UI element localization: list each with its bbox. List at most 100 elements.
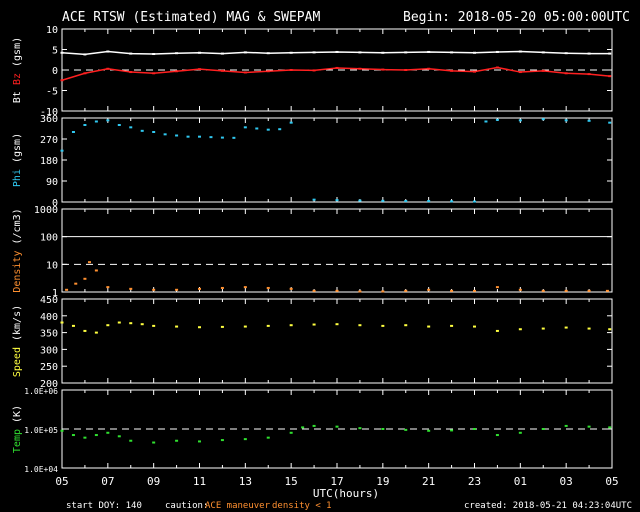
panel-frame-temp [61,389,613,469]
y-tick-label-speed-3: 300 [40,345,58,356]
x-tick-label-0: 05 [55,475,68,488]
point-speed-7 [140,323,144,326]
point-speed-14 [289,324,293,327]
point-speed-9 [175,325,179,328]
y-tick-label-phi-4: 0 [52,198,58,209]
point-phi-31 [518,119,522,122]
point-phi-4 [106,119,110,122]
point-phi-17 [255,127,259,130]
point-density-6 [129,287,133,290]
y-axis-label-part-speed-1: (km/s) [12,305,23,347]
y-tick-label-density-1: 100 [40,233,58,244]
y-tick-label-mag-3: -5 [46,87,58,98]
begin-time: Begin: 2018-05-20 05:00:00UTC [403,10,630,25]
x-tick-label-6: 17 [330,475,343,488]
point-phi-9 [163,133,167,136]
point-speed-1 [71,324,75,327]
point-bt-18 [473,51,476,54]
y-axis-label-part-phi-0: Phi [12,169,23,187]
y-axis-label-part-temp-0: Temp [12,429,23,453]
point-speed-5 [117,321,121,324]
point-temp-2 [83,436,87,439]
y-tick-label-density-2: 10 [46,260,58,271]
point-bt-0 [60,51,64,54]
x-tick-label-3: 11 [193,475,206,488]
point-speed-26 [564,326,568,329]
point-phi-15 [232,136,236,139]
y-axis-label-part-mag-1: Bz [12,73,23,91]
point-temp-15 [312,424,316,427]
point-density-16 [358,290,362,293]
point-density-4 [94,269,98,272]
y-tick-label-speed-2: 350 [40,329,58,340]
point-bt-23 [587,52,591,55]
point-phi-8 [152,131,156,133]
point-speed-11 [220,325,224,328]
point-bz-16 [427,67,431,70]
point-temp-11 [243,438,247,441]
point-phi-12 [198,135,201,138]
point-phi-24 [381,199,385,202]
point-speed-3 [94,331,98,334]
point-bz-21 [541,69,545,72]
point-speed-12 [243,325,247,328]
y-tick-label-mag-2: 0 [52,66,58,77]
point-bt-14 [381,51,385,54]
point-bz-13 [358,67,362,70]
point-temp-7 [152,441,156,444]
point-bt-20 [518,50,522,53]
point-temp-9 [198,440,201,443]
x-tick-label-5: 15 [285,475,298,488]
point-density-15 [335,289,339,292]
point-phi-34 [587,119,591,122]
point-bz-23 [587,73,591,76]
point-density-19 [427,288,431,291]
point-bt-19 [495,50,499,53]
x-tick-label-1: 07 [101,475,114,488]
point-temp-24 [518,431,522,434]
y-axis-label-part-density-1: (/cm3) [12,208,23,250]
y-tick-label-density-3: 1 [52,288,58,299]
panel-frame-speed [61,298,613,384]
y-tick-label-temp-0: 1.0E+06 [24,387,58,396]
point-speed-8 [152,324,156,327]
y-axis-label-mag: Bt Bz (gsm) [12,37,23,103]
point-bz-7 [220,69,224,72]
point-temp-13 [289,431,293,434]
x-tick-label-2: 09 [147,475,160,488]
point-density-2 [83,277,87,280]
x-tick-label-11: 03 [560,475,573,488]
y-axis-label-phi: Phi (gsm) [12,133,23,187]
point-temp-3 [94,434,98,437]
point-temp-26 [564,424,568,427]
point-density-12 [266,286,270,289]
x-tick-label-9: 23 [468,475,481,488]
point-temp-19 [404,428,408,431]
point-phi-6 [129,126,133,129]
y-axis-label-part-density-0: Density [12,251,23,293]
point-bt-15 [404,51,408,54]
point-bz-11 [312,69,316,72]
point-phi-5 [117,124,121,126]
point-bt-5 [175,52,179,55]
point-phi-3 [94,120,98,123]
point-density-24 [541,289,545,292]
point-bt-11 [312,51,316,54]
x-tick-label-8: 21 [422,475,435,488]
point-bz-0 [60,79,64,82]
point-speed-19 [404,324,408,327]
point-speed-22 [473,325,476,328]
maneuver-label: ACE maneuver [205,501,271,511]
y-axis-label-part-speed-0: Speed [12,347,23,377]
point-phi-26 [427,200,431,203]
point-bt-9 [266,52,270,55]
point-phi-22 [335,199,339,202]
y-axis-label-density: Density (/cm3) [12,208,23,292]
y-axis-label-part-temp-1: (K) [12,405,23,429]
point-density-17 [381,290,385,293]
point-bz-3 [129,71,133,74]
point-bt-13 [358,51,362,54]
point-temp-1 [71,434,75,437]
x-tick-label-4: 13 [239,475,252,488]
